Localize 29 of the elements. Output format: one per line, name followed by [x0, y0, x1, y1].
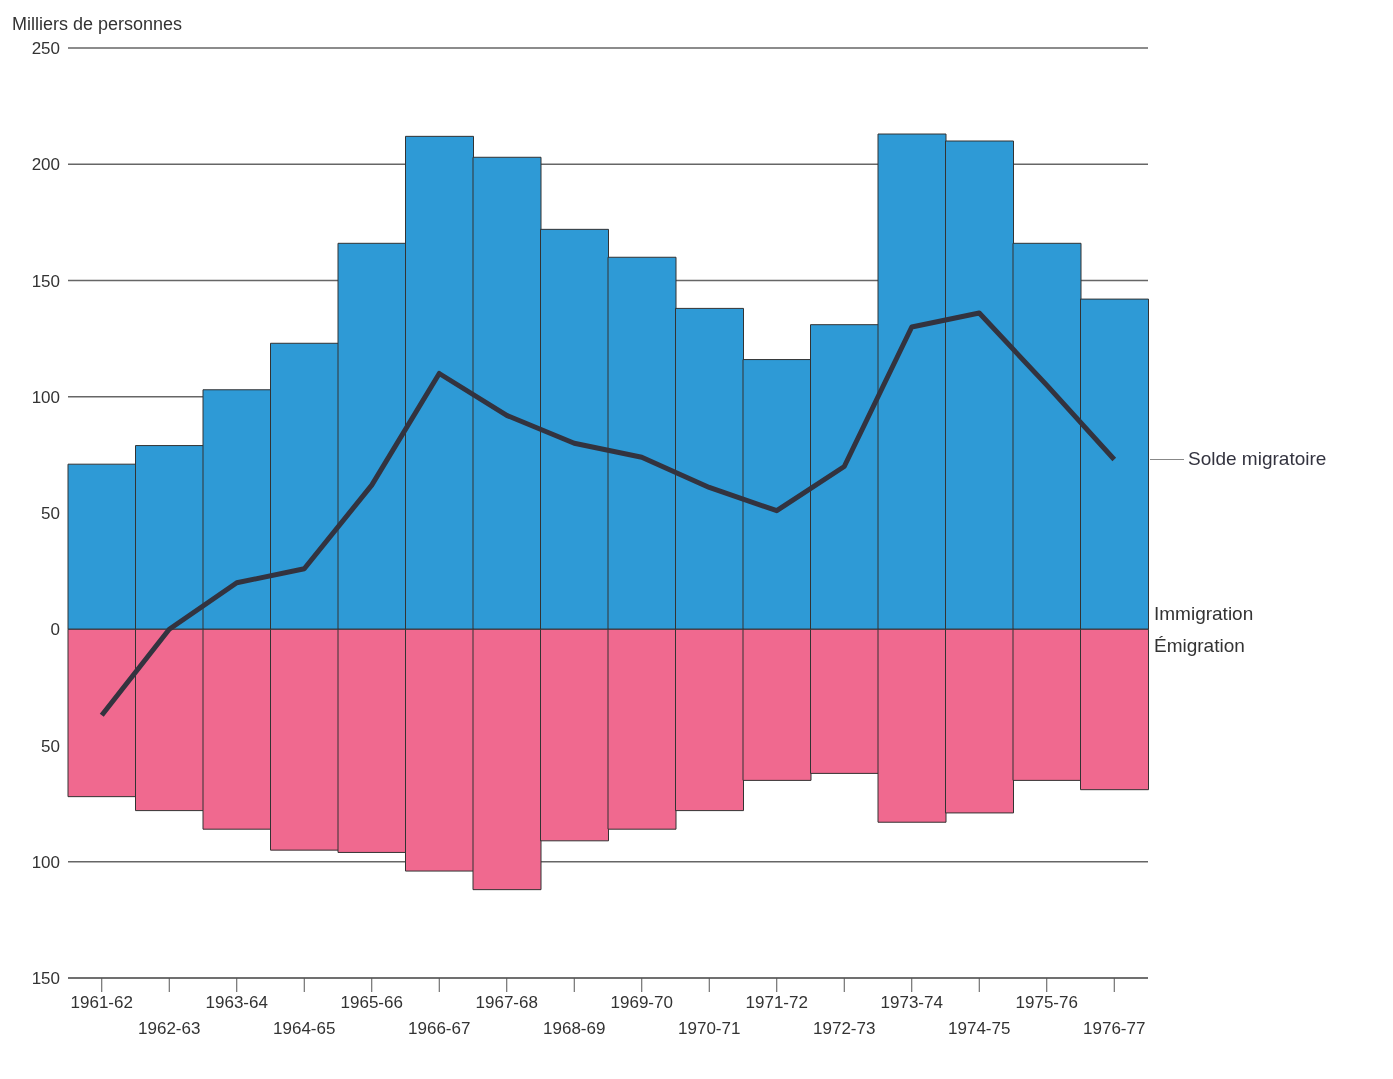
x-tick-label: 1976-77 [1083, 1019, 1146, 1038]
x-tick-label: 1961-62 [70, 993, 133, 1012]
y-tick-label: 50 [41, 504, 60, 524]
y-tick-label: 50 [41, 736, 60, 756]
x-tick-label: 1964-65 [273, 1019, 336, 1038]
series-label: Immigration [1154, 603, 1254, 626]
x-tick-label: 1963-64 [205, 993, 268, 1012]
text: Solde migratoire [1188, 447, 1327, 470]
y-tick-label: 150 [31, 271, 60, 291]
y-tick-label: 100 [31, 387, 60, 407]
x-tick-label: 1967-68 [475, 993, 538, 1012]
series-label: Émigration [1154, 635, 1245, 658]
x-tick-label: 1975-76 [1015, 993, 1078, 1012]
x-tick-label: 1972-73 [813, 1019, 876, 1038]
x-tick-label: 1962-63 [138, 1019, 201, 1038]
y-tick-label: 100 [31, 852, 60, 872]
y-tick-label: 200 [31, 155, 60, 175]
y-axis-title: Milliers de personnes [12, 14, 183, 35]
y-tick-label: 150 [31, 969, 60, 989]
x-tick-label: 1970-71 [678, 1019, 741, 1038]
y-tick-label: 250 [31, 39, 60, 59]
x-tick-label: 1974-75 [948, 1019, 1011, 1038]
x-tick-label: 1973-74 [880, 993, 943, 1012]
y-tick-label: 0 [50, 620, 60, 640]
x-tick-label: 1965-66 [340, 993, 403, 1012]
x-tick-label: 1969-70 [610, 993, 673, 1012]
x-tick-label: 1968-69 [543, 1019, 606, 1038]
x-tick-label: 1966-67 [408, 1019, 471, 1038]
x-tick-label: 1971-72 [745, 993, 808, 1012]
